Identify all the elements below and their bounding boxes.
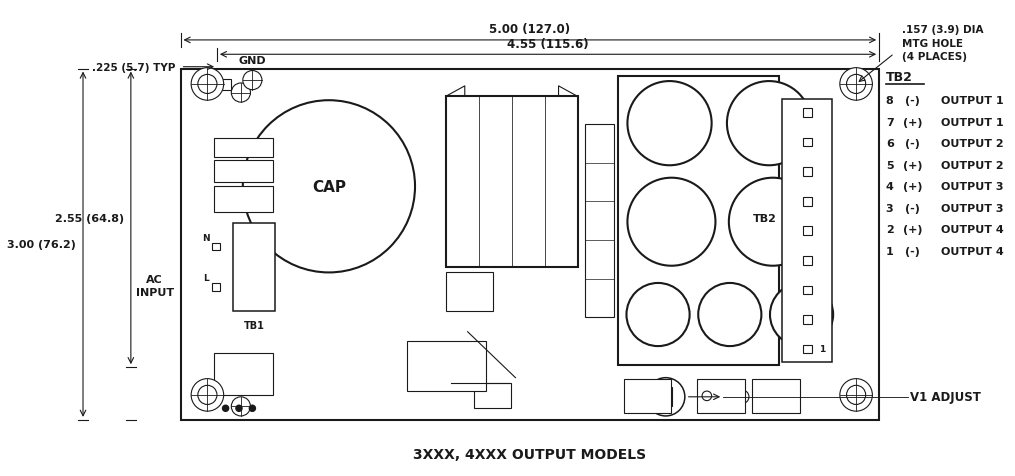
Text: 7: 7 — [886, 118, 893, 128]
Circle shape — [243, 71, 262, 90]
Text: 5: 5 — [886, 160, 893, 170]
Circle shape — [770, 283, 833, 347]
Circle shape — [235, 406, 242, 411]
Text: (+): (+) — [902, 160, 923, 170]
Text: 3: 3 — [886, 203, 893, 213]
Text: TB2: TB2 — [753, 213, 776, 223]
Text: 4.55 (115.6): 4.55 (115.6) — [508, 39, 589, 51]
Circle shape — [231, 397, 251, 416]
Bar — [803, 227, 812, 236]
Text: (-): (-) — [905, 203, 920, 213]
Circle shape — [729, 178, 817, 266]
Bar — [803, 198, 812, 206]
Bar — [474, 384, 511, 408]
Circle shape — [839, 379, 872, 411]
Text: AC
INPUT: AC INPUT — [136, 275, 174, 298]
Text: TB2: TB2 — [886, 71, 912, 84]
Bar — [803, 168, 812, 177]
Bar — [803, 316, 812, 324]
Bar — [214, 187, 273, 213]
Text: L: L — [204, 274, 209, 283]
Text: OUTPUT 4: OUTPUT 4 — [941, 225, 1004, 235]
Bar — [783, 100, 832, 363]
Bar — [623, 379, 672, 413]
Bar — [233, 223, 275, 311]
Text: 2: 2 — [886, 225, 893, 235]
Circle shape — [627, 178, 716, 266]
Circle shape — [198, 75, 217, 94]
Bar — [181, 69, 879, 420]
Circle shape — [231, 84, 251, 103]
Text: N: N — [202, 233, 209, 242]
Text: 5.00 (127.0): 5.00 (127.0) — [489, 23, 570, 36]
Bar — [752, 379, 800, 413]
Text: (-): (-) — [905, 247, 920, 257]
Text: V1 ADJUST: V1 ADJUST — [909, 390, 980, 404]
Text: OUTPUT 3: OUTPUT 3 — [941, 182, 1004, 192]
Circle shape — [191, 69, 223, 101]
Circle shape — [626, 283, 689, 347]
Bar — [212, 284, 220, 291]
Bar — [214, 161, 273, 182]
Bar — [205, 80, 231, 90]
Text: (+): (+) — [902, 182, 923, 192]
Text: 3XXX, 4XXX OUTPUT MODELS: 3XXX, 4XXX OUTPUT MODELS — [413, 446, 647, 461]
Text: .157 (3.9) DIA: .157 (3.9) DIA — [902, 25, 984, 35]
Text: OUTPUT 2: OUTPUT 2 — [941, 160, 1004, 170]
Bar — [586, 125, 614, 317]
Bar — [803, 345, 812, 354]
Text: TB1: TB1 — [244, 321, 265, 330]
Circle shape — [839, 69, 872, 101]
Text: 1: 1 — [886, 247, 893, 257]
Circle shape — [222, 406, 228, 411]
Text: OUTPUT 4: OUTPUT 4 — [941, 247, 1004, 257]
Text: OUTPUT 2: OUTPUT 2 — [941, 139, 1004, 149]
Bar — [697, 379, 745, 413]
Text: .225 (5.7) TYP: .225 (5.7) TYP — [92, 62, 176, 72]
Circle shape — [198, 386, 217, 405]
Bar — [660, 387, 672, 407]
Circle shape — [698, 283, 761, 347]
Text: (+): (+) — [902, 225, 923, 235]
Text: (-): (-) — [905, 96, 920, 106]
Bar — [212, 243, 220, 251]
Circle shape — [727, 82, 811, 166]
Bar — [803, 257, 812, 265]
Bar — [407, 342, 486, 391]
Bar — [618, 77, 779, 366]
Circle shape — [702, 391, 712, 401]
Text: 4: 4 — [886, 182, 893, 192]
Text: 8: 8 — [886, 96, 893, 106]
Text: 1: 1 — [819, 345, 825, 354]
Text: OUTPUT 1: OUTPUT 1 — [941, 96, 1004, 106]
Bar — [214, 138, 273, 158]
Bar — [803, 139, 812, 147]
Text: (+): (+) — [902, 118, 923, 128]
Text: OUTPUT 1: OUTPUT 1 — [941, 118, 1004, 128]
Bar — [446, 273, 493, 311]
Circle shape — [250, 406, 256, 411]
Text: 6: 6 — [886, 139, 893, 149]
Bar — [446, 97, 578, 267]
Circle shape — [736, 390, 749, 404]
Text: 2.55 (64.8): 2.55 (64.8) — [55, 213, 124, 223]
Bar — [803, 109, 812, 118]
Text: (-): (-) — [905, 139, 920, 149]
Text: GND: GND — [239, 56, 266, 66]
Circle shape — [243, 101, 415, 273]
Text: CAP: CAP — [312, 179, 346, 194]
Text: MTG HOLE: MTG HOLE — [902, 39, 963, 49]
Bar — [214, 353, 273, 395]
Text: (4 PLACES): (4 PLACES) — [902, 52, 967, 62]
Text: 3.00 (76.2): 3.00 (76.2) — [7, 240, 76, 250]
Circle shape — [847, 75, 866, 94]
Circle shape — [647, 378, 685, 416]
Circle shape — [847, 386, 866, 405]
Bar — [803, 286, 812, 295]
Circle shape — [627, 82, 712, 166]
Text: OUTPUT 3: OUTPUT 3 — [941, 203, 1004, 213]
Circle shape — [191, 379, 223, 411]
